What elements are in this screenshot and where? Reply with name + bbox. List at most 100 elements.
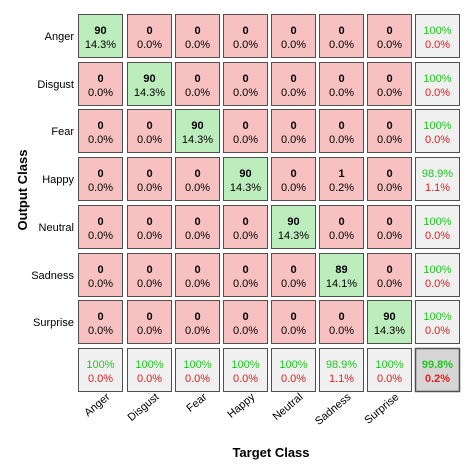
cell-percent: 0.0% [185, 230, 210, 242]
cell-percent: 0.0% [281, 182, 306, 194]
matrix-cell [319, 62, 364, 106]
cell-count: 0 [194, 216, 200, 228]
cell-count: 0 [146, 264, 152, 276]
cell-percent: 0.0% [137, 39, 162, 51]
cell-percent: 0.0% [233, 134, 258, 146]
overall-correct: 99.8% [422, 359, 453, 371]
matrix-cell [271, 157, 316, 201]
col-summary-correct: 100% [279, 359, 307, 371]
cell-count: 0 [194, 264, 200, 276]
matrix-cell [367, 300, 412, 344]
matrix-cell [319, 300, 364, 344]
cell-count: 0 [97, 120, 103, 132]
cell-percent: 0.0% [185, 278, 210, 290]
row-summary-correct: 100% [423, 311, 451, 323]
cell-percent: 0.2% [329, 182, 354, 194]
row-summary-correct: 100% [423, 216, 451, 228]
cell-count: 0 [146, 120, 152, 132]
cell-count: 89 [335, 264, 347, 276]
matrix-cell [78, 157, 123, 201]
row-summary-error: 1.1% [425, 182, 450, 194]
cell-count: 0 [146, 25, 152, 37]
row-class-label: Fear [51, 126, 74, 138]
matrix-cell [223, 62, 268, 106]
matrix-cell [271, 205, 316, 249]
cell-percent: 0.0% [88, 325, 113, 337]
col-summary-error: 0.0% [377, 373, 402, 385]
matrix-cell [78, 14, 123, 58]
col-summary-correct: 100% [183, 359, 211, 371]
row-class-label: Disgust [37, 79, 74, 91]
cell-count: 0 [97, 216, 103, 228]
matrix-cell [223, 157, 268, 201]
cell-count: 0 [290, 311, 296, 323]
matrix-cell [127, 205, 172, 249]
cell-percent: 0.0% [185, 39, 210, 51]
cell-count: 0 [338, 216, 344, 228]
row-summary-correct: 100% [423, 73, 451, 85]
row-class-label: Happy [42, 174, 74, 186]
cell-percent: 0.0% [233, 39, 258, 51]
matrix-cell [127, 300, 172, 344]
summary-cells: 100% 0.0% 100% 0.0% 100% 0.0% 98.9% 1.1% 100% 0.0… [78, 14, 461, 393]
matrix-cell [175, 62, 220, 106]
col-class-label: Disgust [126, 391, 162, 424]
row-class-label: Anger [45, 31, 75, 43]
cell-count: 1 [338, 168, 344, 180]
cell-percent: 0.0% [137, 278, 162, 290]
matrix-cell [319, 253, 364, 297]
matrix-cell [367, 62, 412, 106]
col-summary-correct: 100% [86, 359, 114, 371]
matrix-cell [78, 300, 123, 344]
cell-count: 90 [383, 311, 395, 323]
cell-count: 0 [242, 120, 248, 132]
cell-count: 0 [386, 216, 392, 228]
cell-percent: 0.0% [329, 230, 354, 242]
matrix-cell [127, 62, 172, 106]
matrix-cell [271, 253, 316, 297]
cell-count: 0 [194, 168, 200, 180]
cell-percent: 14.3% [374, 325, 405, 337]
cell-percent: 14.3% [278, 230, 309, 242]
cell-percent: 0.0% [88, 182, 113, 194]
matrix-cell [127, 14, 172, 58]
col-class-label: Fear [184, 391, 209, 415]
overall-error: 0.2% [425, 373, 450, 385]
col-summary-cell [175, 348, 220, 392]
col-summary-cell [271, 348, 316, 392]
cell-percent: 0.0% [137, 230, 162, 242]
row-summary-error: 0.0% [425, 278, 450, 290]
col-class-label: Anger [82, 391, 112, 419]
matrix-cell [223, 205, 268, 249]
col-summary-cell [319, 348, 364, 392]
matrix-cell [367, 14, 412, 58]
cell-count: 0 [146, 216, 152, 228]
col-class-label: Sadness [313, 391, 354, 428]
matrix-cell [367, 253, 412, 297]
cell-percent: 0.0% [88, 230, 113, 242]
row-summary-error: 0.0% [425, 134, 450, 146]
row-summary-error: 0.0% [425, 87, 450, 99]
col-summary-cell [127, 348, 172, 392]
row-summary-cell [415, 14, 460, 58]
cell-count: 0 [242, 264, 248, 276]
cell-percent: 0.0% [377, 39, 402, 51]
cell-count: 0 [97, 168, 103, 180]
cell-percent: 14.3% [182, 134, 213, 146]
matrix-cell [271, 62, 316, 106]
row-class-label: Neutral [39, 222, 74, 234]
matrix-cell [175, 253, 220, 297]
cell-count: 0 [194, 25, 200, 37]
row-summary-error: 0.0% [425, 230, 450, 242]
cell-count: 90 [94, 25, 106, 37]
row-summary-correct: 100% [423, 25, 451, 37]
matrix-cell [223, 14, 268, 58]
cell-percent: 14.3% [230, 182, 261, 194]
cell-percent: 0.0% [233, 87, 258, 99]
matrix-cell [175, 157, 220, 201]
cell-count: 0 [386, 25, 392, 37]
cell-percent: 0.0% [281, 134, 306, 146]
matrix-cell [175, 109, 220, 153]
matrix-cell [271, 14, 316, 58]
